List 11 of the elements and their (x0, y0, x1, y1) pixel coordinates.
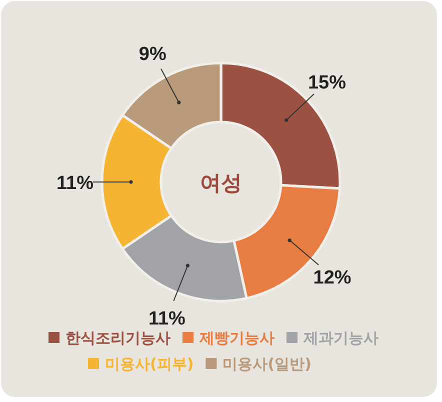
data-label: 12% (313, 268, 352, 289)
legend-label: 미용사(피부) (105, 355, 194, 373)
legend-label: 제빵기능사 (198, 329, 274, 347)
legend-label: 미용사(일반) (222, 355, 312, 373)
data-label: 11% (148, 308, 186, 330)
data-label: 9% (138, 44, 166, 66)
data-label: 11% (56, 173, 94, 194)
legend-label: 제과기능사 (302, 329, 378, 347)
data-label: 15% (308, 72, 346, 94)
legend-label: 한식조리기능사 (66, 329, 170, 347)
text: 여성 (200, 171, 242, 195)
